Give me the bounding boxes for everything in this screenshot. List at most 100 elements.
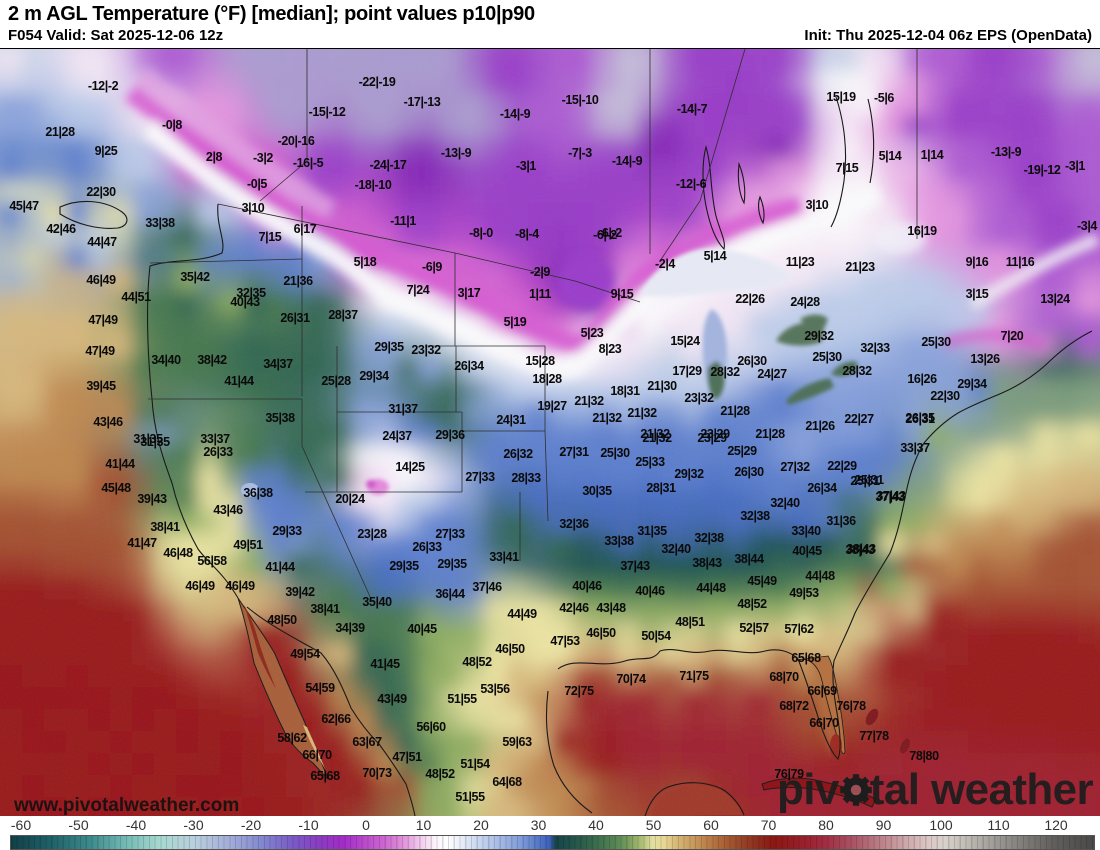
svg-text:17|29: 17|29	[672, 364, 702, 378]
svg-text:25|31: 25|31	[850, 474, 880, 488]
svg-text:40|45: 40|45	[407, 622, 437, 636]
svg-text:76|78: 76|78	[836, 699, 866, 713]
svg-text:27|33: 27|33	[465, 470, 495, 484]
svg-text:41|44: 41|44	[105, 457, 135, 471]
svg-text:15|19: 15|19	[826, 90, 856, 104]
svg-text:-13|-9: -13|-9	[441, 146, 472, 160]
svg-text:46|50: 46|50	[586, 626, 616, 640]
svg-text:8|23: 8|23	[599, 342, 622, 356]
svg-text:34|40: 34|40	[151, 353, 181, 367]
svg-text:35|40: 35|40	[362, 595, 392, 609]
svg-text:21|32: 21|32	[592, 411, 622, 425]
svg-text:22|30: 22|30	[930, 389, 960, 403]
svg-text:46|50: 46|50	[495, 642, 525, 656]
svg-text:24|37: 24|37	[382, 429, 412, 443]
svg-text:32|38: 32|38	[694, 531, 724, 545]
svg-text:30|35: 30|35	[582, 484, 612, 498]
svg-text:-13|-9: -13|-9	[991, 145, 1022, 159]
svg-text:26|30: 26|30	[734, 465, 764, 479]
svg-text:16|19: 16|19	[907, 224, 937, 238]
svg-text:41|45: 41|45	[370, 657, 400, 671]
svg-text:59|63: 59|63	[502, 735, 532, 749]
svg-text:-14|-9: -14|-9	[612, 154, 643, 168]
svg-text:33|37: 33|37	[200, 432, 230, 446]
svg-text:47|51: 47|51	[392, 750, 422, 764]
svg-text:9|25: 9|25	[95, 144, 118, 158]
svg-text:37|43: 37|43	[876, 489, 906, 503]
svg-text:29|32: 29|32	[674, 467, 704, 481]
svg-text:37|43: 37|43	[620, 559, 650, 573]
svg-text:21|28: 21|28	[755, 427, 785, 441]
svg-text:38|41: 38|41	[150, 520, 180, 534]
svg-text:62|66: 62|66	[321, 712, 351, 726]
svg-text:29|33: 29|33	[272, 524, 302, 538]
svg-text:78|80: 78|80	[909, 749, 939, 763]
svg-text:-22|-19: -22|-19	[359, 75, 396, 89]
svg-text:48|52: 48|52	[462, 655, 492, 669]
svg-text:38|43: 38|43	[846, 542, 876, 556]
svg-text:39|43: 39|43	[137, 492, 167, 506]
svg-text:25|30: 25|30	[600, 446, 630, 460]
svg-text:-6|-2: -6|-2	[598, 226, 622, 240]
svg-text:18|31: 18|31	[610, 384, 640, 398]
svg-text:40|43: 40|43	[230, 295, 260, 309]
svg-text:50|54: 50|54	[641, 629, 671, 643]
svg-text:20|24: 20|24	[335, 492, 365, 506]
svg-text:28|31: 28|31	[646, 481, 676, 495]
svg-text:34|37: 34|37	[263, 357, 293, 371]
svg-text:29|35: 29|35	[437, 557, 467, 571]
svg-text:14|25: 14|25	[395, 460, 425, 474]
svg-text:45|47: 45|47	[9, 199, 39, 213]
svg-text:23|28: 23|28	[357, 527, 387, 541]
svg-text:21|23: 21|23	[845, 260, 875, 274]
svg-text:46|49: 46|49	[86, 273, 116, 287]
svg-text:21|28: 21|28	[720, 404, 750, 418]
svg-text:32|40: 32|40	[661, 542, 691, 556]
svg-text:49|53: 49|53	[789, 586, 819, 600]
svg-text:41|47: 41|47	[127, 536, 157, 550]
svg-text:40|45: 40|45	[792, 544, 822, 558]
svg-text:5|14: 5|14	[879, 149, 902, 163]
svg-text:40|46: 40|46	[635, 584, 665, 598]
svg-text:15|28: 15|28	[525, 354, 555, 368]
svg-text:21|32: 21|32	[642, 431, 672, 445]
svg-text:76|79: 76|79	[774, 767, 804, 781]
svg-text:26|34: 26|34	[807, 481, 837, 495]
svg-text:40|46: 40|46	[572, 579, 602, 593]
svg-text:37|43: 37|43	[875, 490, 905, 504]
svg-text:29|34: 29|34	[359, 369, 389, 383]
svg-text:23|29: 23|29	[697, 431, 727, 445]
svg-text:39|45: 39|45	[86, 379, 116, 393]
svg-text:51|55: 51|55	[447, 692, 477, 706]
svg-text:29|32: 29|32	[804, 329, 834, 343]
svg-text:-5|6: -5|6	[874, 91, 894, 105]
svg-text:-8|-4: -8|-4	[515, 227, 539, 241]
svg-text:26|35: 26|35	[905, 411, 935, 425]
svg-text:-0|8: -0|8	[162, 118, 182, 132]
svg-text:32|40: 32|40	[770, 496, 800, 510]
svg-text:52|57: 52|57	[739, 621, 769, 635]
svg-text:65|68: 65|68	[791, 651, 821, 665]
svg-text:32|38: 32|38	[740, 509, 770, 523]
svg-text:24|31: 24|31	[496, 413, 526, 427]
svg-text:31|35: 31|35	[133, 432, 163, 446]
svg-text:26|32: 26|32	[503, 447, 533, 461]
svg-text:23|29: 23|29	[700, 427, 730, 441]
svg-text:29|35: 29|35	[389, 559, 419, 573]
svg-text:9|16: 9|16	[966, 255, 989, 269]
svg-text:33|38: 33|38	[604, 534, 634, 548]
svg-text:31|37: 31|37	[388, 402, 418, 416]
svg-text:45|49: 45|49	[747, 574, 777, 588]
svg-text:48|52: 48|52	[737, 597, 767, 611]
svg-text:26|31: 26|31	[280, 311, 310, 325]
svg-text:-12|-6: -12|-6	[676, 177, 707, 191]
svg-text:22|30: 22|30	[86, 185, 116, 199]
svg-text:43|49: 43|49	[377, 692, 407, 706]
svg-text:34|39: 34|39	[335, 621, 365, 635]
svg-text:32|33: 32|33	[860, 341, 890, 355]
svg-text:33|38: 33|38	[145, 216, 175, 230]
svg-text:1|11: 1|11	[529, 287, 552, 301]
svg-text:25|30: 25|30	[921, 335, 951, 349]
svg-text:2|8: 2|8	[206, 150, 223, 164]
svg-text:25|33: 25|33	[635, 455, 665, 469]
